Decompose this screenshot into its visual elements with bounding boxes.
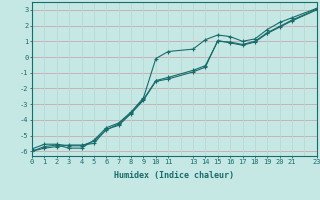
X-axis label: Humidex (Indice chaleur): Humidex (Indice chaleur)	[115, 171, 234, 180]
